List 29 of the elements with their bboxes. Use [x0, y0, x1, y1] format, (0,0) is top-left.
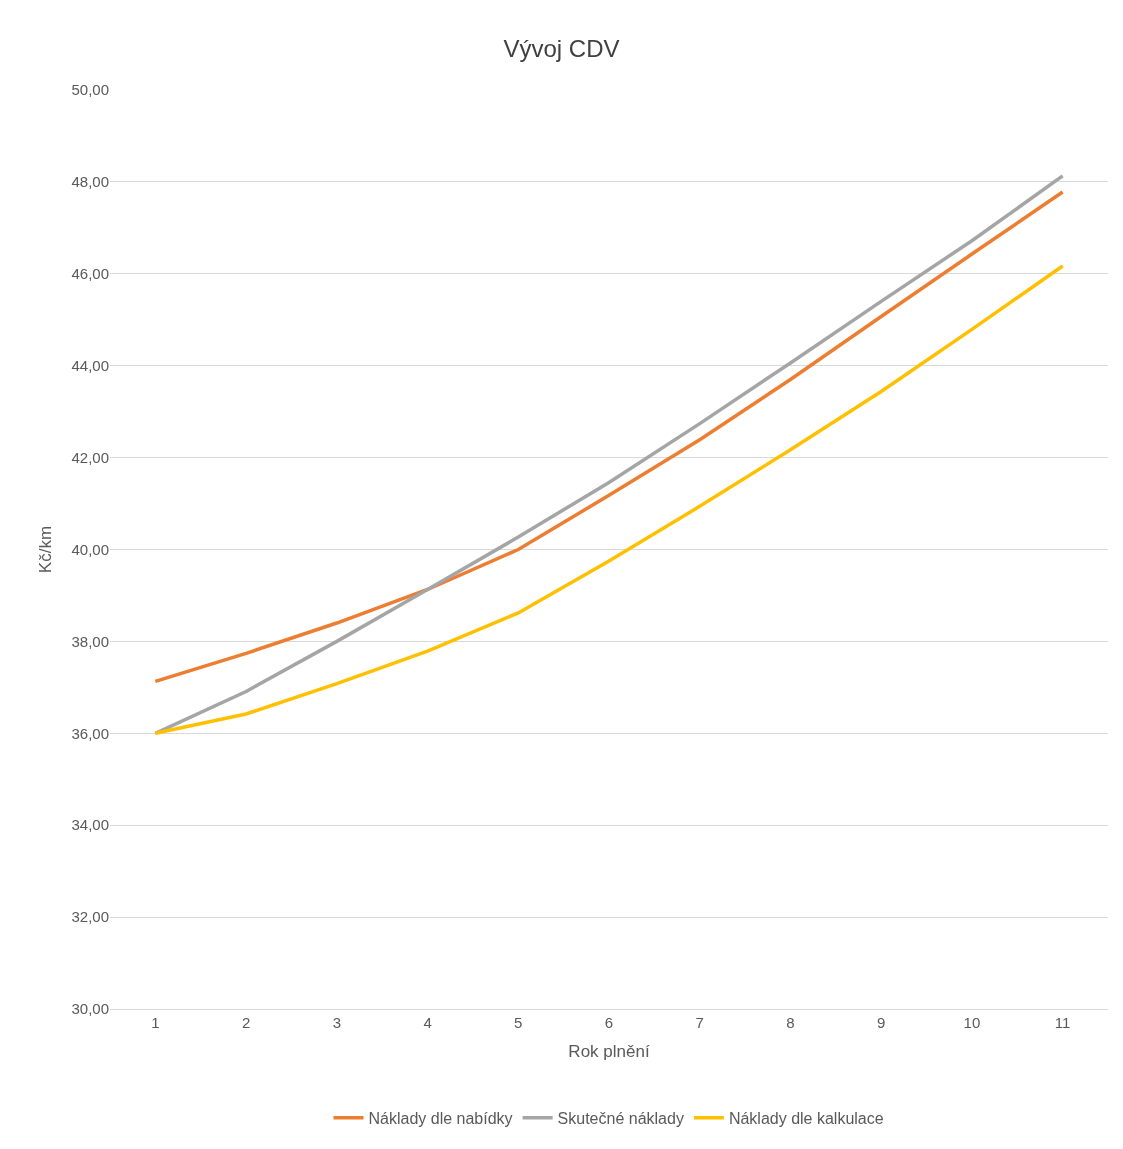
x-tick-label: 7 [695, 1014, 704, 1031]
x-tick-label: 9 [877, 1014, 886, 1031]
legend-label: Skutečné náklady [557, 1110, 684, 1128]
y-tick-label: 34,00 [71, 816, 109, 834]
x-tick-label: 6 [604, 1014, 614, 1031]
y-axis-title: Kč/km [36, 525, 55, 574]
x-tick-label: 10 [963, 1014, 981, 1031]
x-tick-label: 4 [423, 1014, 432, 1031]
y-tick-label: 30,00 [71, 1000, 109, 1018]
x-tick-label: 2 [241, 1014, 251, 1031]
line-series [153, 264, 1065, 736]
y-tick-label: 50,00 [71, 81, 109, 99]
y-tick-label: 38,00 [71, 632, 109, 650]
x-tick-label: 11 [1054, 1014, 1071, 1031]
chart-title: Vývoj CDV [503, 35, 620, 63]
x-tick-label: 8 [786, 1014, 795, 1031]
y-tick-label: 46,00 [71, 265, 109, 283]
legend-label: Náklady dle nabídky [368, 1110, 513, 1128]
legend-label: Náklady dle kalkulace [728, 1110, 884, 1128]
x-tick-label: 5 [514, 1014, 523, 1031]
y-tick-label: 42,00 [71, 448, 109, 466]
x-tick-label: 1 [151, 1014, 160, 1031]
y-tick-label: 48,00 [71, 173, 109, 191]
y-tick-label: 40,00 [71, 540, 109, 558]
x-tick-label: 3 [332, 1014, 341, 1031]
y-tick-label: 36,00 [71, 724, 109, 742]
x-axis-title: Rok plnění [568, 1042, 650, 1062]
y-tick-label: 44,00 [71, 356, 109, 374]
y-tick-label: 32,00 [71, 908, 109, 926]
